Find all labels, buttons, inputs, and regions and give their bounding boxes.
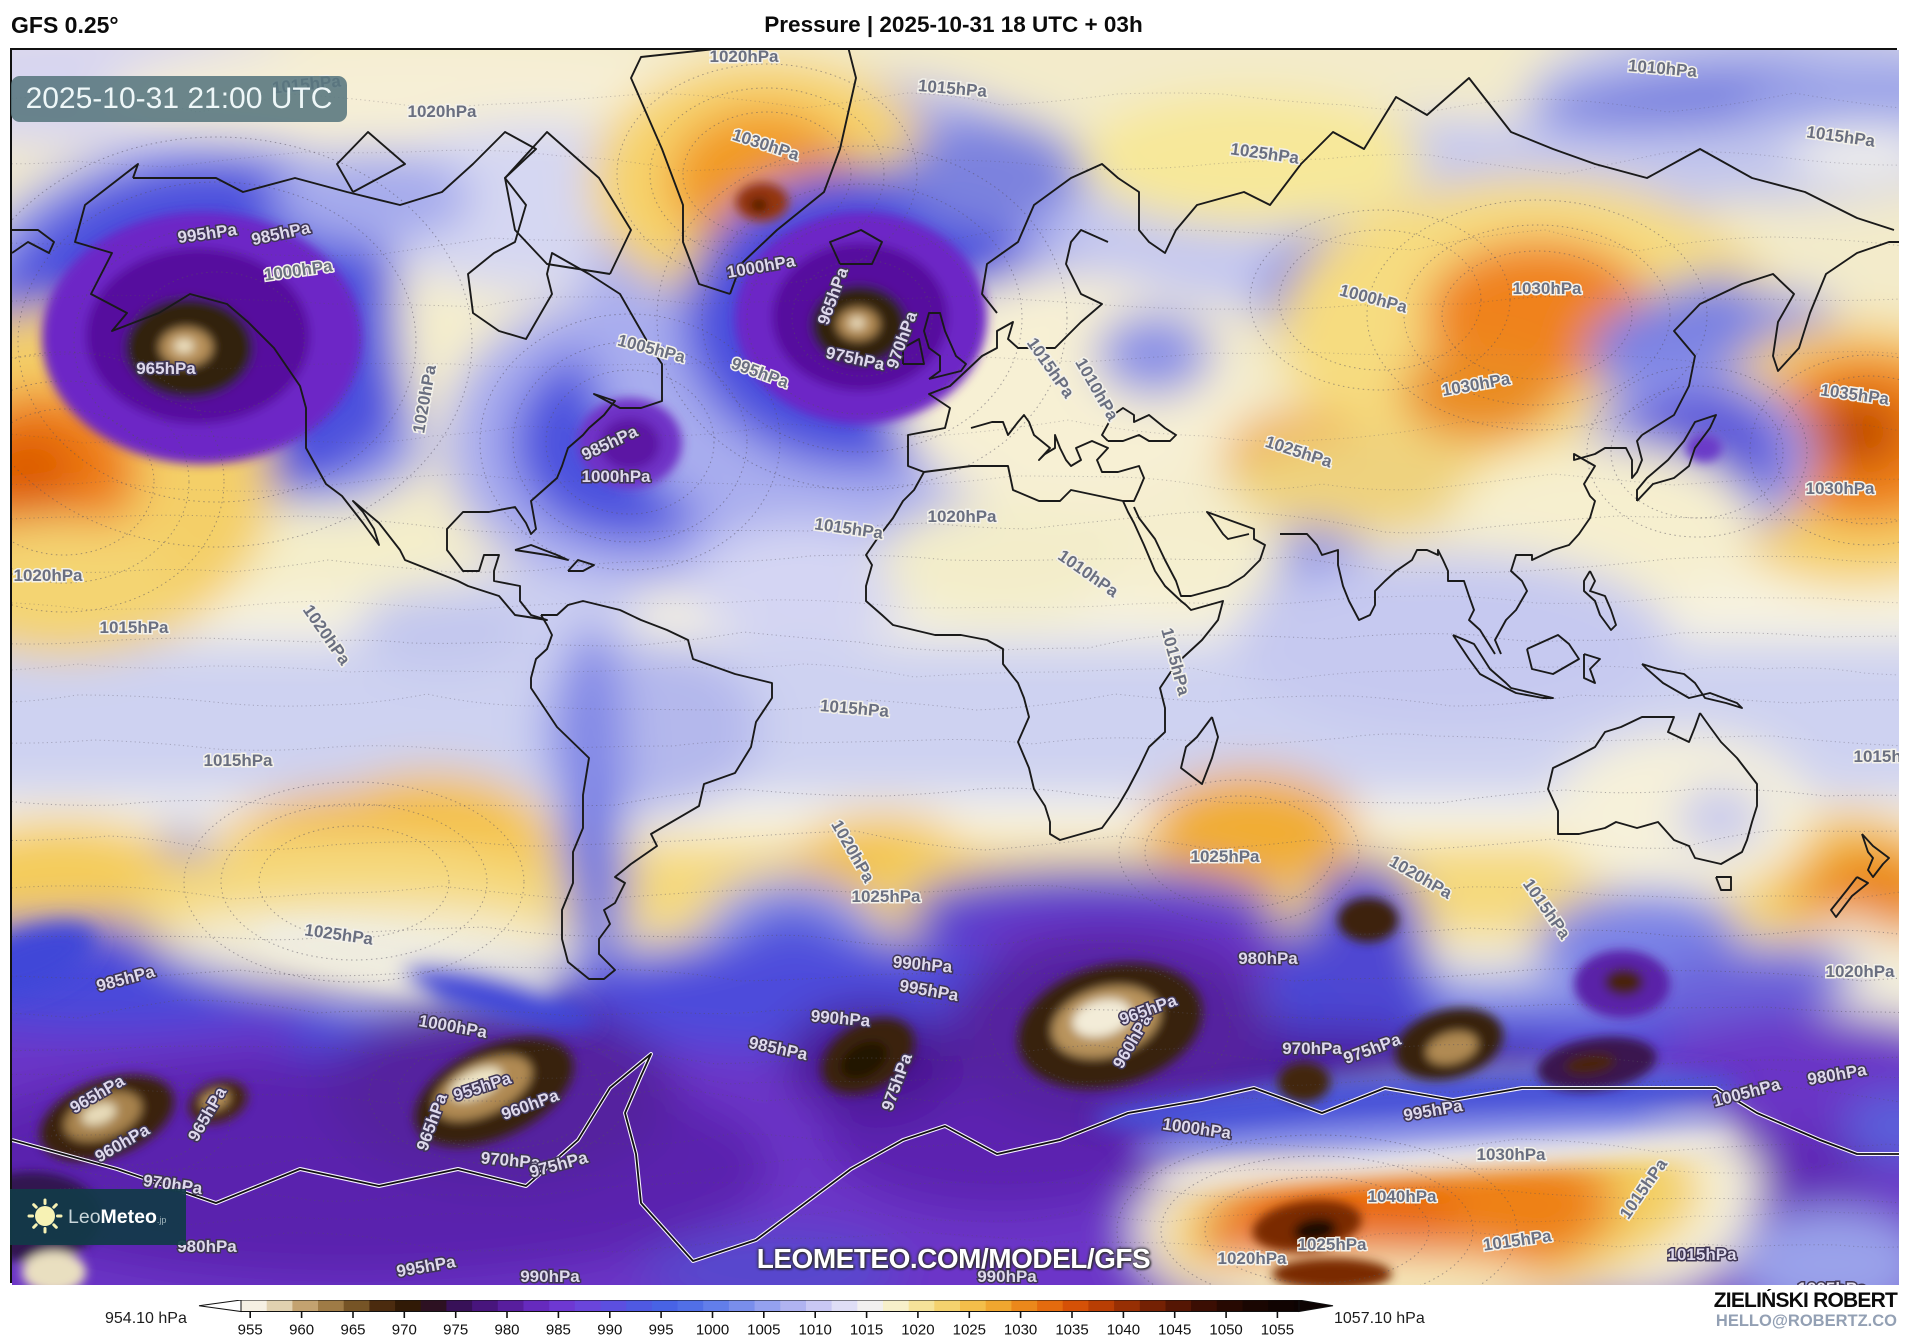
svg-text:970: 970 [392, 1322, 417, 1337]
svg-text:1025hPa: 1025hPa [852, 887, 922, 906]
svg-text:985: 985 [546, 1322, 571, 1337]
svg-text:1020hPa: 1020hPa [928, 507, 998, 526]
svg-text:1035: 1035 [1055, 1322, 1088, 1337]
svg-text:990hPa: 990hPa [892, 952, 954, 976]
svg-text:1015hPa: 1015hPa [1668, 1245, 1738, 1264]
svg-text:1050: 1050 [1209, 1322, 1242, 1337]
svg-text:995: 995 [649, 1322, 674, 1337]
svg-text:1020hPa: 1020hPa [1826, 962, 1896, 981]
svg-text:1040hPa: 1040hPa [1368, 1187, 1438, 1206]
svg-text:1020hPa: 1020hPa [710, 50, 780, 66]
svg-text:970hPa: 970hPa [1282, 1039, 1342, 1058]
svg-text:1015hPa: 1015hPa [819, 696, 890, 721]
svg-text:1010: 1010 [799, 1322, 832, 1337]
svg-text:1005: 1005 [747, 1322, 780, 1337]
svg-text:1025hPa: 1025hPa [1191, 847, 1261, 866]
svg-text:1020hPa: 1020hPa [1218, 1249, 1288, 1268]
svg-text:1025: 1025 [953, 1322, 986, 1337]
svg-text:965hPa: 965hPa [136, 359, 196, 378]
svg-text:1030: 1030 [1004, 1322, 1037, 1337]
svg-text:1020hPa: 1020hPa [14, 566, 84, 585]
svg-text:990hPa: 990hPa [520, 1267, 580, 1285]
svg-text:1015hPa: 1015hPa [1854, 747, 1900, 766]
svg-text:990hPa: 990hPa [810, 1006, 872, 1030]
svg-text:1020: 1020 [901, 1322, 934, 1337]
svg-text:1055: 1055 [1261, 1322, 1294, 1337]
svg-text:990: 990 [597, 1322, 622, 1337]
svg-text:1045: 1045 [1158, 1322, 1191, 1337]
svg-text:1030hPa: 1030hPa [1513, 279, 1583, 298]
svg-text:1015hPa: 1015hPa [204, 751, 274, 770]
svg-text:1030hPa: 1030hPa [1477, 1145, 1547, 1164]
svg-text:955: 955 [238, 1322, 263, 1337]
svg-text:990hPa: 990hPa [977, 1267, 1037, 1285]
svg-text:1015: 1015 [850, 1322, 883, 1337]
svg-text:980: 980 [494, 1322, 519, 1337]
svg-text:LeoMeteo.jp: LeoMeteo.jp [68, 1206, 166, 1228]
svg-text:1000: 1000 [696, 1322, 729, 1337]
svg-text:980hPa: 980hPa [177, 1237, 237, 1256]
svg-text:1030hPa: 1030hPa [1806, 479, 1876, 498]
svg-text:1040: 1040 [1107, 1322, 1140, 1337]
svg-text:965: 965 [340, 1322, 365, 1337]
svg-text:960: 960 [289, 1322, 314, 1337]
svg-text:975: 975 [443, 1322, 468, 1337]
svg-text:980hPa: 980hPa [1238, 949, 1298, 968]
svg-text:1020hPa: 1020hPa [408, 102, 478, 121]
svg-text:1000hPa: 1000hPa [582, 467, 652, 486]
svg-text:1005hPa: 1005hPa [1798, 1279, 1868, 1285]
svg-text:1025hPa: 1025hPa [1298, 1235, 1368, 1254]
svg-text:1015hPa: 1015hPa [100, 618, 170, 637]
